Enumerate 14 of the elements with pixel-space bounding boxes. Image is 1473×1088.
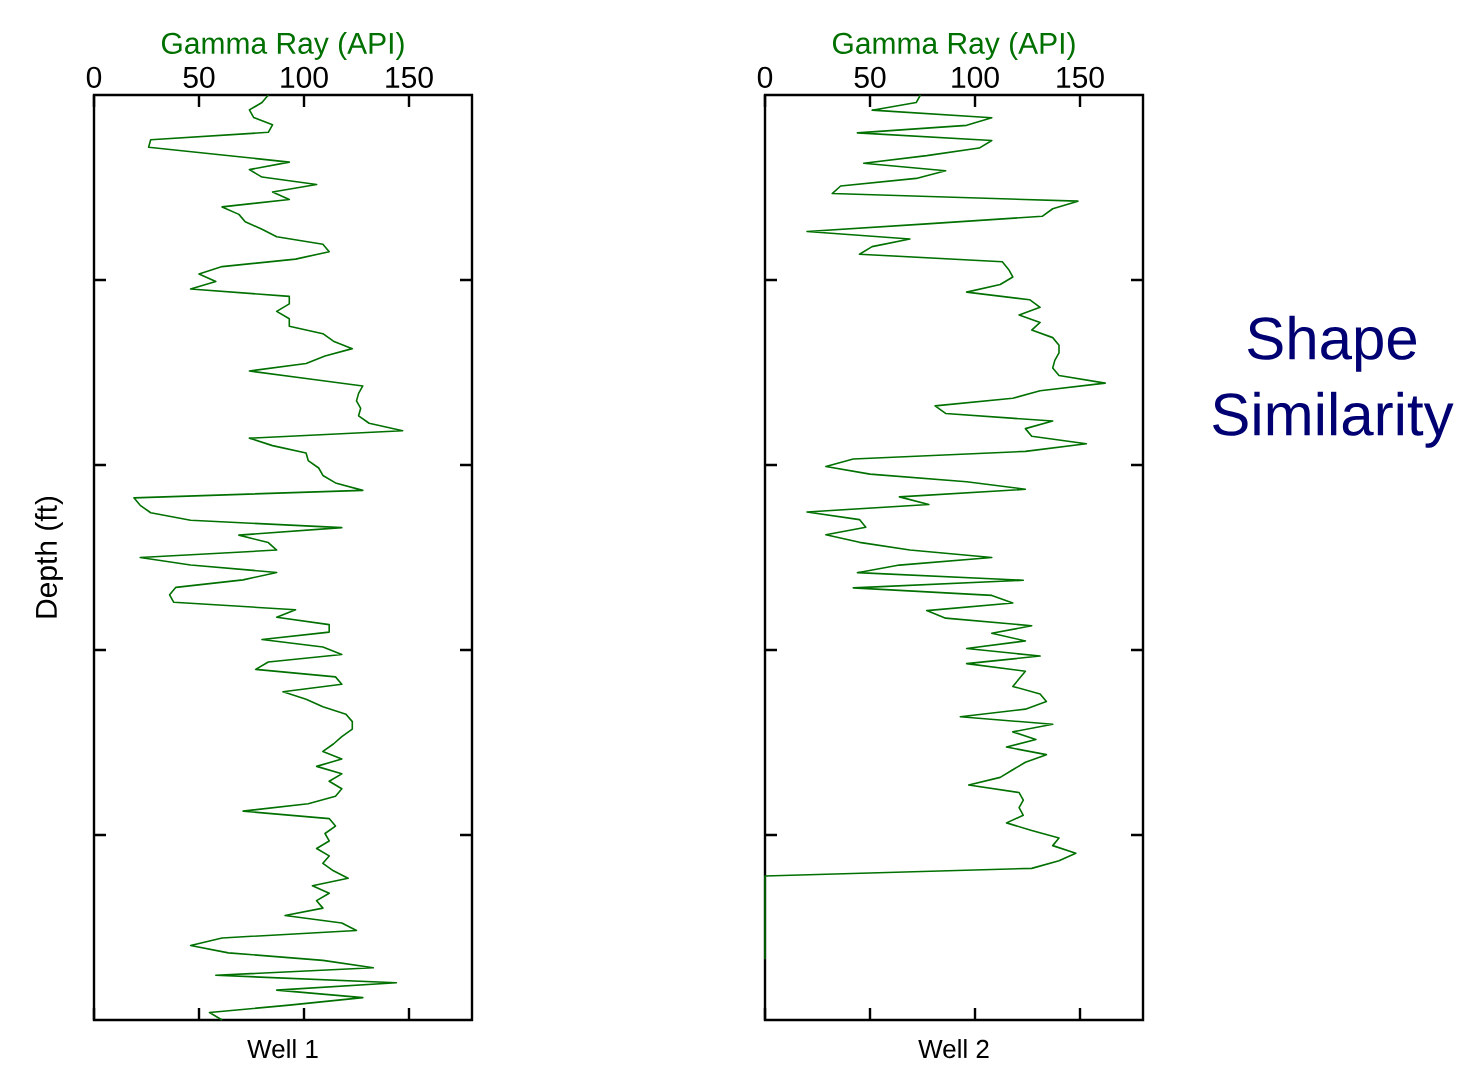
x-tick-label: 50: [183, 66, 215, 88]
x-axis-title: Gamma Ray (API): [161, 31, 404, 60]
x-tick-label: 150: [386, 66, 433, 88]
x-tick-label: 0: [757, 66, 773, 88]
text: Well 2: [918, 1039, 989, 1059]
x-tick-label: 100: [952, 66, 999, 88]
x-tick-label: 50: [854, 66, 886, 88]
x-tick-label: 150: [1057, 66, 1104, 88]
x-tick-label: 100: [281, 66, 328, 88]
x-axis-title: Gamma Ray (API): [832, 31, 1075, 60]
text: Well 1: [247, 1039, 318, 1059]
text: Shape Similarity: [1213, 315, 1454, 448]
x-tick-label: 0: [86, 66, 102, 88]
y-axis-title: Depth (ft): [34, 496, 63, 618]
